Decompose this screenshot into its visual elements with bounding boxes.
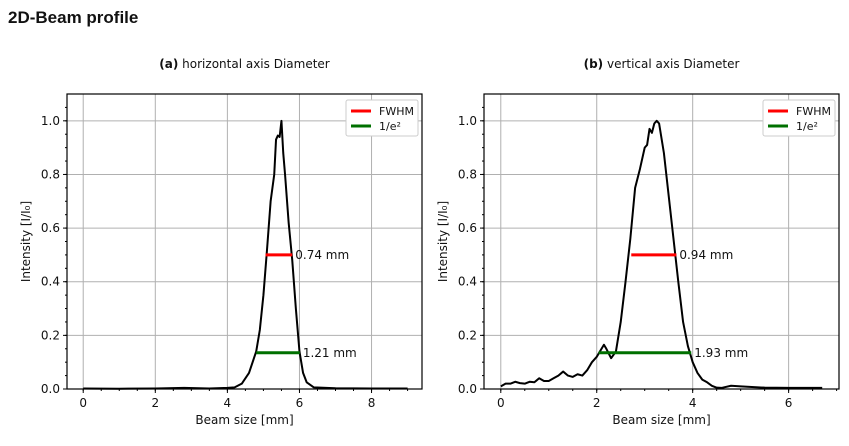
axes-frame	[483, 93, 840, 390]
y-tick-label: 1.0	[458, 114, 477, 128]
y-axis-label: Intensity [I/I₀]	[19, 201, 33, 282]
chart-title-prefix: (a)	[159, 57, 178, 71]
page-title: 2D-Beam profile	[8, 8, 139, 27]
x-tick-label: 0	[497, 396, 505, 410]
fwhm-label: 0.74 mm	[295, 248, 349, 262]
x-tick-label: 4	[224, 396, 232, 410]
e2-label: 1.21 mm	[303, 346, 357, 360]
x-tick-label: 2	[151, 396, 159, 410]
y-tick-label: 0.8	[458, 167, 477, 181]
y-tick-label: 0.2	[458, 328, 477, 342]
x-tick-label: 8	[368, 396, 376, 410]
y-tick-label: 0.6	[458, 221, 477, 235]
x-axis-label: Beam size [mm]	[195, 413, 293, 427]
legend-label: 1/e²	[796, 120, 818, 133]
y-tick-label: 0.4	[458, 275, 477, 289]
chart-b: (b) vertical axis Diameter 0 2 4 6 0.0 0.2 0.4 0…	[436, 57, 840, 427]
x-tick-label: 6	[785, 396, 793, 410]
y-axis-label: Intensity [I/I₀]	[436, 201, 450, 282]
x-tick-label: 2	[593, 396, 601, 410]
y-tick-label: 0.0	[41, 382, 60, 396]
e2-label: 1.93 mm	[694, 346, 748, 360]
chart-title: (a) horizontal axis Diameter	[159, 57, 330, 71]
chart-title: (b) vertical axis Diameter	[584, 57, 740, 71]
x-axis-label: Beam size [mm]	[612, 413, 710, 427]
axes-frame	[66, 93, 423, 390]
x-tick-label: 6	[296, 396, 304, 410]
legend-label: FWHM	[379, 105, 414, 118]
beam-profile-line	[500, 119, 823, 389]
beam-profile-line	[83, 119, 408, 390]
chart-title-text: horizontal axis Diameter	[178, 57, 329, 71]
legend-label: FWHM	[796, 105, 831, 118]
y-tick-label: 0.2	[41, 328, 60, 342]
chart-title-text: vertical axis Diameter	[603, 57, 739, 71]
chart-a: (a) horizontal axis Diameter 0 2 4 6 8 0.0 0.2 0…	[19, 57, 423, 427]
x-tick-label: 0	[79, 396, 87, 410]
y-tick-label: 0.4	[41, 275, 60, 289]
chart-title-prefix: (b)	[584, 57, 604, 71]
y-tick-label: 0.6	[41, 221, 60, 235]
y-tick-label: 1.0	[41, 114, 60, 128]
x-tick-label: 4	[689, 396, 697, 410]
legend-label: 1/e²	[379, 120, 401, 133]
y-tick-label: 0.0	[458, 382, 477, 396]
fwhm-label: 0.94 mm	[679, 248, 733, 262]
y-tick-label: 0.8	[41, 167, 60, 181]
